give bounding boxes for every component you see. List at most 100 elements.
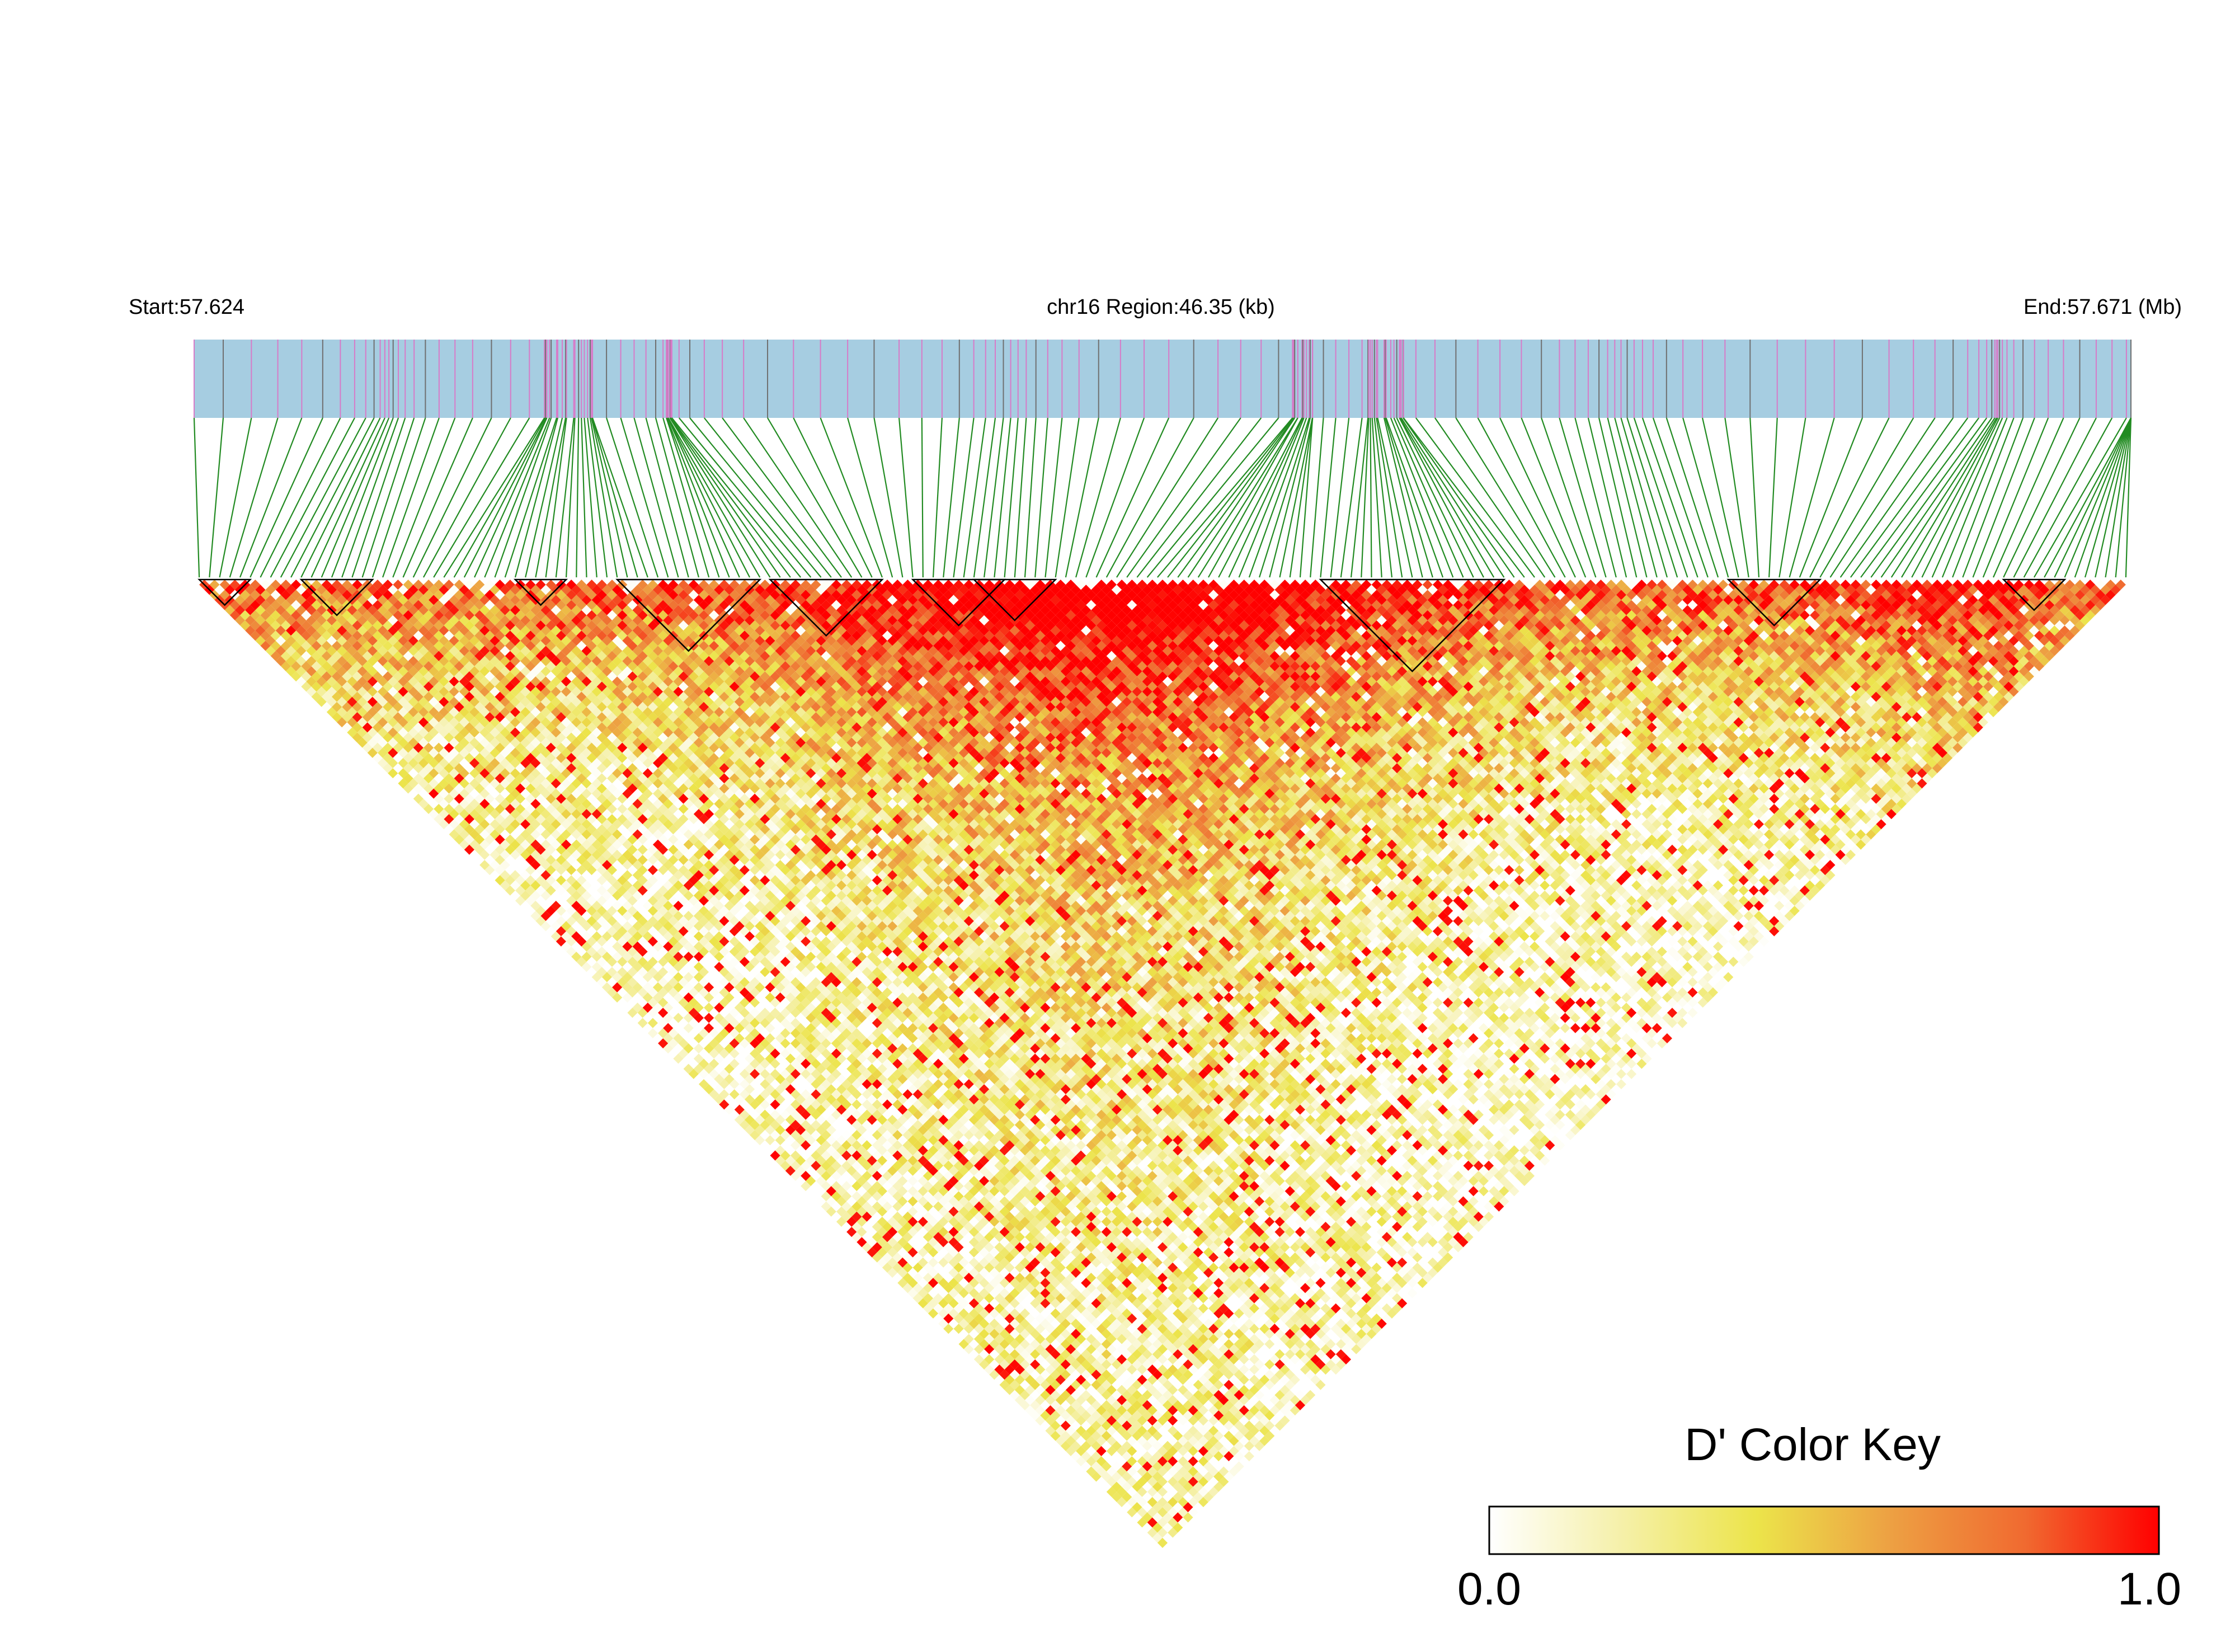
ld-cell [1060,1420,1071,1431]
ld-cell [683,1033,694,1044]
ld-cell [434,763,444,774]
ld-cell [775,1114,785,1125]
snp-connector [589,417,618,578]
ld-cell [434,814,444,825]
ld-cell [408,737,418,748]
snp-connector [453,417,546,578]
ld-cell [806,1186,816,1197]
ld-cell [632,962,643,972]
ld-cell [347,717,357,728]
snp-connector [581,417,587,578]
snp-connector [669,417,771,578]
ld-cell [755,1124,765,1136]
ld-cell [285,625,297,636]
ld-cell [1065,1415,1076,1426]
ld-cell [449,829,459,840]
ld-cell [673,1013,684,1023]
ld-cell [668,1048,679,1059]
snp-connector [1095,417,1170,578]
snp-connector [1034,417,1048,578]
ld-cell [535,875,546,886]
ld-cell [479,829,490,840]
ld-cell [724,1094,735,1105]
snp-connector [1778,417,1806,578]
ld-cell [383,732,393,743]
snp-connector [1455,417,1556,578]
ld-cell [566,895,577,906]
ld-cell [622,992,633,1003]
ld-cell [1096,1446,1107,1457]
ld-cell [612,972,623,982]
ld-cell [525,875,536,886]
snp-tick-marks [194,340,2132,418]
ld-cell [280,641,291,651]
ld-cell [285,615,297,625]
ld-cell [372,732,383,743]
ld-cell [867,1216,877,1227]
ld-cell [515,895,526,906]
ld-cell [1152,1522,1163,1533]
ld-cell [280,630,291,641]
ld-cell [520,900,531,911]
ld-cell [444,793,454,804]
ld-cell [484,865,495,876]
snp-connector [290,417,375,578]
ld-cell [372,742,383,753]
ld-cell [688,1058,699,1069]
snp-connector [1890,417,1996,578]
ld-cell [321,661,332,671]
snp-connector [402,417,473,578]
ld-cell [515,865,526,876]
ld-cell [693,1063,704,1074]
ld-cell [862,1221,872,1232]
snp-connector [371,417,426,578]
end-label: End:57.671 (Mb) [2024,295,2182,319]
ld-cell [306,646,317,656]
ld-cell [796,1145,806,1156]
ld-cell [586,957,597,967]
snp-connector [667,417,751,578]
ld-cell [1157,1527,1168,1538]
ld-cell [444,783,454,794]
ld-cell [535,906,546,916]
ld-cell [979,1349,990,1359]
ld-cell [887,1237,898,1248]
ld-cell [1004,1385,1015,1395]
ld-cell [214,585,225,595]
ld-cell [362,691,373,702]
ld-cell [1086,1436,1097,1446]
ld-cell [923,1273,934,1283]
ld-cell [586,967,597,977]
ld-cell [973,1344,985,1354]
snp-connector [382,417,440,578]
ld-cell [999,1359,1010,1370]
ld-cell [454,824,464,835]
ld-cell [1137,1486,1147,1497]
ld-cell [434,793,444,804]
ld-cell [439,788,449,799]
ld-cell [622,972,633,982]
ld-cell [331,691,342,702]
ld-cell [469,839,480,850]
ld-cell [250,620,261,631]
ld-cell [979,1339,990,1349]
snp-connector [1396,417,1474,578]
ld-cell [342,681,352,692]
ld-cell [1055,1436,1066,1446]
ld-cell [857,1237,867,1248]
ld-cell [408,747,418,758]
snp-connector [1350,417,1369,578]
snp-connector [1248,417,1307,578]
ld-cell [1014,1395,1025,1405]
ld-cell [413,763,424,774]
snp-connector [1724,417,1749,578]
ld-cell [719,1099,730,1110]
snp-connector [1383,417,1423,578]
ld-cell [968,1329,980,1339]
ld-cell [413,773,424,784]
ld-cell [1117,1496,1127,1508]
ld-cell [239,610,251,620]
snp-connector [1299,417,1314,578]
ld-cell [347,686,357,697]
ld-cell [1035,1405,1046,1416]
